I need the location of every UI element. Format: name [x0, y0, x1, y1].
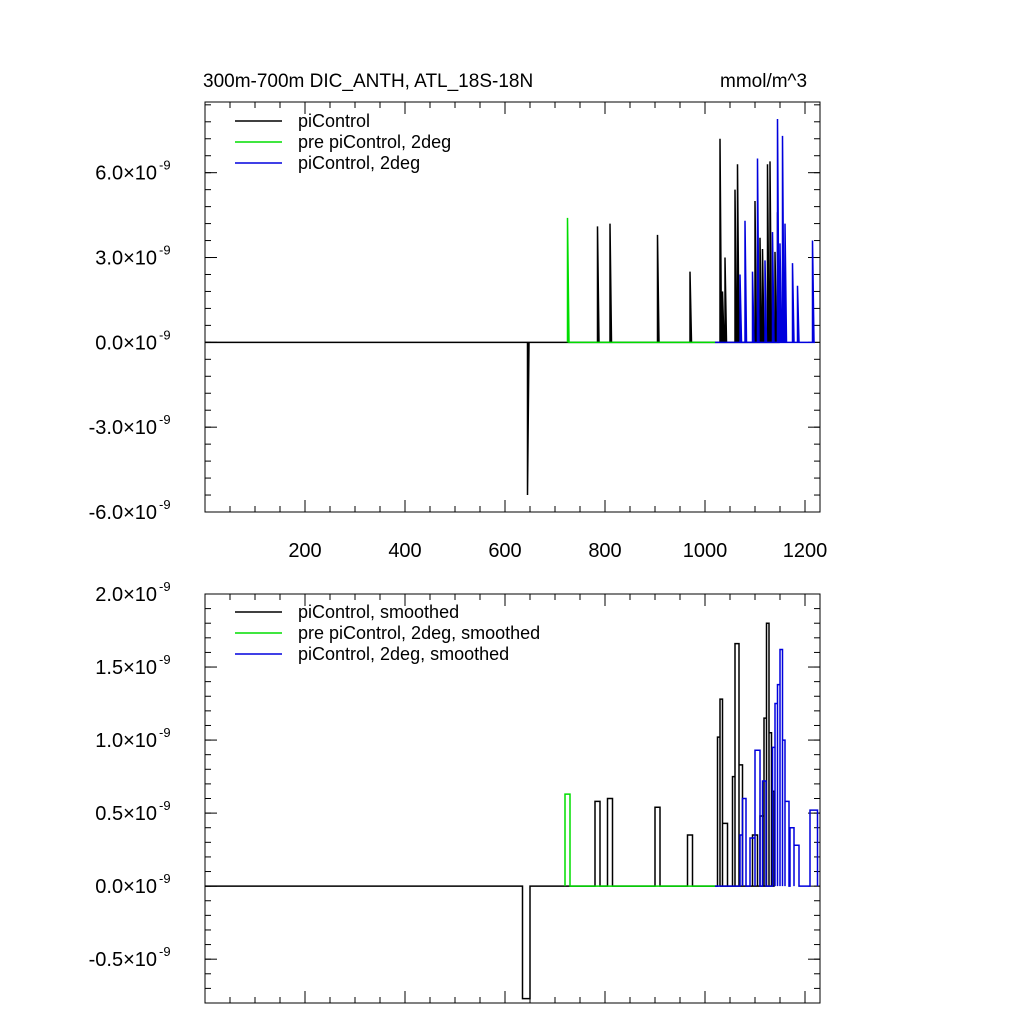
series-line-1 [564, 793, 715, 887]
legend-label: piControl, smoothed [298, 602, 459, 622]
plot-frame [204, 101, 821, 513]
x-tick-label: 400 [388, 540, 421, 562]
y-tick-label: 6.0×10 [95, 163, 157, 185]
x-tick-label: 200 [288, 540, 321, 562]
x-tick-label: 1200 [783, 540, 828, 562]
y-tick-label: -0.5×10 [89, 949, 157, 971]
legend-label: pre piControl, 2deg [298, 132, 451, 152]
series-line-2 [715, 118, 815, 344]
y-tick-exponent: -9 [159, 871, 171, 886]
y-tick-label: 0.0×10 [95, 876, 157, 898]
y-tick-exponent: -9 [159, 579, 171, 594]
x-tick-label: 800 [588, 540, 621, 562]
y-tick-exponent: -9 [159, 652, 171, 667]
y-tick-exponent: -9 [159, 412, 171, 427]
series-line-0 [205, 622, 775, 1000]
legend-label: pre piControl, 2deg, smoothed [298, 623, 540, 643]
y-tick-exponent: -9 [159, 243, 171, 258]
legend-label: piControl, 2deg, smoothed [298, 644, 509, 664]
series-line-2 [715, 648, 819, 887]
chart-title: 300m-700m DIC_ANTH, ATL_18S-18N [203, 71, 533, 92]
y-tick-label: 0.0×10 [95, 332, 157, 354]
bottom-panel: -0.5×10 -90.0×10 -90.5×10 -91.0×10 -91.5×10-… [89, 579, 821, 1004]
legend-label: piControl, 2deg [298, 153, 420, 173]
y-tick-label: 2.0×10 [95, 584, 157, 606]
y-tick-exponent: -9 [159, 158, 171, 173]
x-tick-label: 600 [488, 540, 521, 562]
x-tick-label: 1000 [683, 540, 728, 562]
y-tick-label: -6.0×10 [89, 502, 157, 524]
y-tick-label: 3.0×10 [95, 248, 157, 270]
y-tick-exponent: -9 [159, 327, 171, 342]
legend-label: piControl [298, 111, 370, 131]
y-tick-label: -3.0×10 [89, 417, 157, 439]
y-tick-label: 1.0×10 [95, 730, 157, 752]
series-line-0 [205, 138, 780, 496]
y-tick-exponent: -9 [159, 944, 171, 959]
top-panel: 200 400 600 800 1000 1200-6.0×10 -9-3.0×10 -90.… [89, 101, 828, 562]
y-tick-label: 0.5×10 [95, 803, 157, 825]
y-tick-label: 1.5×10 [95, 657, 157, 679]
y-tick-exponent: -9 [159, 798, 171, 813]
y-tick-exponent: -9 [159, 497, 171, 512]
series-line-1 [566, 217, 715, 344]
units-label: mmol/m^3 [720, 71, 807, 92]
y-tick-exponent: -9 [159, 725, 171, 740]
